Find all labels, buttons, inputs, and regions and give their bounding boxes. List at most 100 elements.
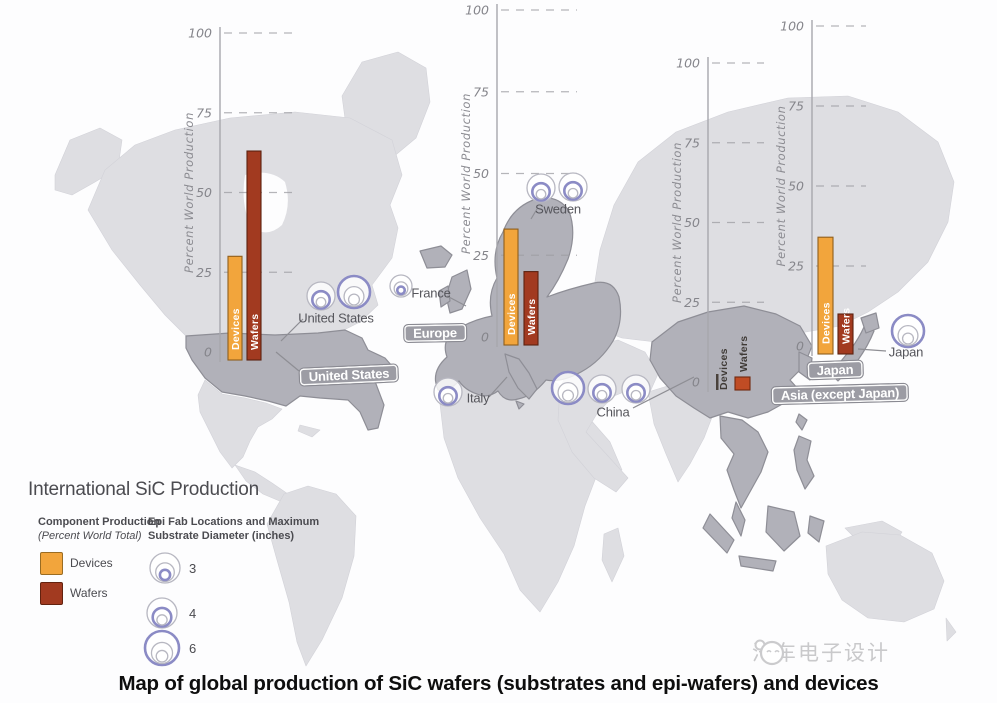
wafers-bar-label: Wafers xyxy=(841,308,853,344)
y-axis-title: Percent World Production xyxy=(670,142,684,303)
devices-bar xyxy=(503,228,519,346)
label-italy: Italy xyxy=(466,390,490,406)
madagascar xyxy=(601,527,625,583)
chart-japan: 0 25 50 75 100 Percent World Production Device… xyxy=(774,19,866,356)
wafers-bar xyxy=(246,150,262,361)
legend-component-subheading: (Percent World Total) xyxy=(38,530,142,542)
borneo xyxy=(765,505,801,552)
watermark-text: 汽车电子设计 xyxy=(752,642,890,665)
label-united-states: United States xyxy=(298,310,374,326)
iceland xyxy=(419,245,453,269)
epifab-marker-united-states xyxy=(306,281,336,311)
leader-france xyxy=(446,295,467,307)
mexico xyxy=(197,379,283,469)
chart-europe: 0 25 50 75 100 Percent World Production Device… xyxy=(459,3,577,347)
tick-label-0: 0 xyxy=(692,375,700,390)
tick-label-100: 100 xyxy=(188,26,212,41)
hokkaido xyxy=(860,312,880,334)
epifab-marker-sweden xyxy=(526,173,556,203)
wafers-legend-label: Wafers xyxy=(70,586,108,600)
italy-region xyxy=(504,353,538,400)
tick-label-50: 50 xyxy=(473,166,489,181)
wafers-bar xyxy=(734,376,751,391)
legend-epifab-heading-1: Epi Fab Locations and Maximum xyxy=(148,516,320,528)
sulawesi xyxy=(807,515,825,543)
devices-bar xyxy=(817,236,834,355)
y-axis-title: Percent World Production xyxy=(459,93,473,254)
tick-label-75: 75 xyxy=(473,84,489,99)
epifab-marker-japan xyxy=(890,313,926,349)
devices-bar-label: Devices xyxy=(821,302,833,344)
label-france: France xyxy=(411,285,451,301)
canada xyxy=(87,111,403,339)
epifab-marker-united-states xyxy=(336,274,372,310)
wafers-bar-label: Wafers xyxy=(249,314,261,350)
tag-asia: Asia (except Japan) xyxy=(770,382,910,406)
chart-united-states: 0 25 50 75 100 Percent World Production Device… xyxy=(182,26,292,362)
wafers-bar xyxy=(523,271,539,346)
legend-title: International SiC Production xyxy=(28,479,259,500)
indochina xyxy=(719,415,769,509)
java xyxy=(738,555,777,572)
legend-size-6: 6 xyxy=(189,641,197,656)
tick-label-25: 25 xyxy=(473,248,489,263)
legend-epifab-heading-2: Substrate Diameter (inches) xyxy=(148,530,295,542)
tick-label-50: 50 xyxy=(684,215,700,230)
legend-circle-6in xyxy=(143,629,181,667)
devices-legend-label: Devices xyxy=(70,556,113,570)
epifab-marker-china xyxy=(587,374,617,404)
figure-caption: Map of global production of SiC wafers (… xyxy=(118,672,879,695)
epifab-marker-italy xyxy=(433,377,463,407)
sumatra xyxy=(702,513,735,554)
tick-label-100: 100 xyxy=(780,19,804,34)
label-japan: Japan xyxy=(888,344,924,360)
y-axis-title: Percent World Production xyxy=(774,106,788,267)
tag-japan: Japan xyxy=(806,359,864,381)
epifab-marker-china xyxy=(621,374,651,404)
devices-bar xyxy=(716,374,719,390)
wafers-swatch xyxy=(40,582,63,605)
tick-label-25: 25 xyxy=(684,295,700,310)
epifab-marker-china xyxy=(550,370,586,406)
tick-label-50: 50 xyxy=(788,179,804,194)
siberia xyxy=(591,95,955,347)
chart-asia-except-japan: 0 25 50 75 100 Percent World Production Device… xyxy=(670,56,764,392)
tick-label-100: 100 xyxy=(465,3,489,18)
devices-bar-label: Devices xyxy=(718,348,730,390)
cuba xyxy=(297,424,321,438)
watermark-logo-icon xyxy=(754,639,785,666)
leader-lines xyxy=(275,208,887,409)
tick-label-0: 0 xyxy=(481,330,489,345)
legend-size-3: 3 xyxy=(189,561,197,576)
wafers-bar-label: Wafers xyxy=(738,336,750,372)
leader-italy xyxy=(488,376,508,398)
leader-sweden xyxy=(530,208,538,220)
tick-label-100: 100 xyxy=(676,56,700,71)
leader-japan xyxy=(857,348,887,352)
tick-label-25: 25 xyxy=(196,265,212,280)
devices-bar-label: Devices xyxy=(506,293,518,335)
leader-united-states-tag xyxy=(275,351,300,372)
wafers-bar-label: Wafers xyxy=(526,299,538,335)
sicily xyxy=(515,400,525,410)
leader-china xyxy=(632,376,695,409)
tag-europe: Europe xyxy=(403,322,467,344)
y-axis-title: Percent World Production xyxy=(182,112,196,273)
label-china: China xyxy=(596,404,630,420)
tick-label-75: 75 xyxy=(196,105,212,120)
legend-size-4: 4 xyxy=(189,606,197,621)
philippines xyxy=(793,435,815,490)
tick-label-50: 50 xyxy=(196,185,212,200)
legend-component-heading: Component Production xyxy=(38,516,161,528)
legend-circle-3in xyxy=(149,552,181,584)
devices-swatch xyxy=(40,552,63,575)
tick-label-75: 75 xyxy=(684,135,700,150)
new-zealand xyxy=(945,617,957,642)
legend-circles xyxy=(143,552,181,667)
leader-united-states-label xyxy=(280,318,304,342)
epifab-marker-france xyxy=(389,274,413,298)
wafers-bar xyxy=(837,313,854,355)
devices-bar-label: Devices xyxy=(230,308,242,350)
